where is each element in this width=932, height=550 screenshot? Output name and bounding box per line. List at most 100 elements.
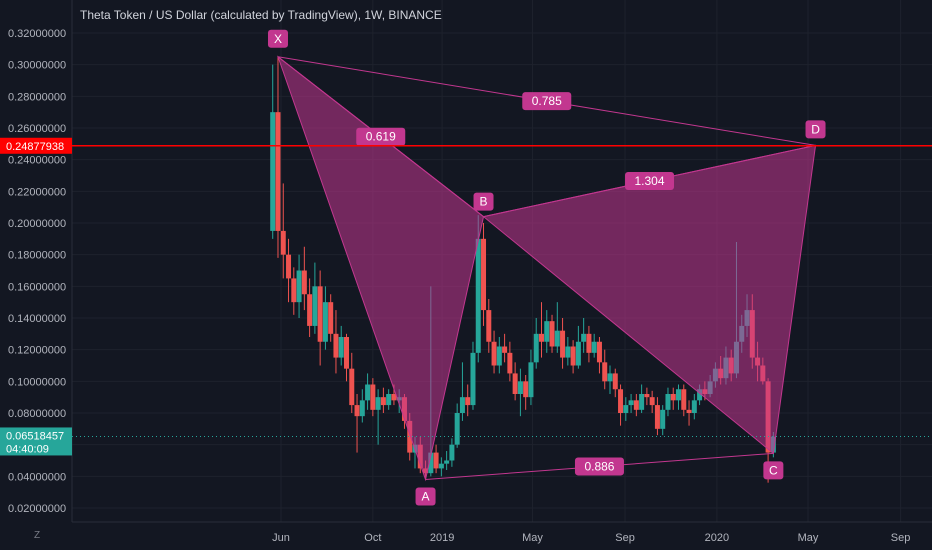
x-tick-label: Sep (891, 532, 911, 544)
candle (296, 254, 302, 318)
candle-body (322, 302, 328, 342)
candle (291, 267, 297, 315)
candle-body (623, 405, 629, 413)
candle-body (670, 394, 676, 401)
pattern-point-a: A (415, 487, 436, 506)
candle (591, 333, 597, 358)
candle-body (470, 352, 476, 406)
candle (491, 330, 497, 374)
candle (602, 349, 608, 390)
point-label-text: B (480, 195, 488, 209)
candle-body (581, 333, 587, 342)
candle (286, 238, 292, 303)
candle (544, 310, 550, 353)
current-price-badge (0, 427, 72, 456)
y-tick-label: 0.04000000 (8, 471, 66, 483)
candle (612, 368, 618, 398)
candle (280, 183, 286, 279)
candle (517, 368, 523, 417)
ratio-label-bg (522, 92, 572, 111)
candle (628, 394, 634, 413)
candle-body (296, 270, 302, 303)
x-tick-label: 2020 (705, 532, 729, 544)
candle (560, 318, 566, 369)
y-tick-label: 0.14000000 (8, 313, 66, 325)
candle-body (697, 389, 703, 401)
candle (649, 390, 655, 413)
horizontal-line-badge (0, 137, 72, 154)
y-tick-label: 0.08000000 (8, 408, 66, 420)
candle-body (586, 333, 592, 353)
candle-body (644, 394, 650, 398)
candle-body (607, 373, 613, 382)
candle (633, 394, 639, 417)
candle (660, 405, 666, 436)
point-label-bg (473, 192, 494, 211)
candle (322, 286, 328, 350)
candle (654, 397, 660, 436)
candle-body (665, 394, 671, 410)
x-tick-label: Jun (272, 532, 290, 544)
candle-body (486, 310, 492, 342)
candle (317, 270, 323, 366)
candle-body (660, 409, 666, 429)
candle (507, 341, 513, 382)
ratio-label-bg (356, 127, 406, 146)
candle-body (676, 389, 682, 401)
candle (676, 384, 682, 410)
candle-body (338, 337, 344, 358)
candle (270, 64, 276, 239)
timezone-icon[interactable]: Z (33, 530, 41, 541)
candle-body (459, 397, 465, 413)
candle-body (618, 389, 624, 413)
ratio-label-text: 0.886 (584, 459, 614, 473)
candle (596, 337, 602, 374)
point-label-bg (763, 461, 784, 480)
point-label-text: X (274, 32, 282, 46)
candle (459, 362, 465, 421)
candle-body (301, 270, 307, 295)
point-label-text: C (769, 463, 778, 477)
candle (465, 384, 471, 417)
candle-body (391, 394, 397, 401)
candle (444, 451, 450, 470)
candle (333, 310, 339, 374)
x-tick-label: 2019 (430, 532, 454, 544)
pattern-point-c: C (763, 461, 784, 480)
candle (644, 387, 650, 406)
candle (681, 384, 687, 417)
candle-body (407, 420, 413, 453)
point-label-text: A (422, 490, 430, 504)
candle (481, 223, 487, 326)
candle-body (449, 444, 455, 461)
candle-body (528, 362, 534, 398)
pattern-point-d: D (805, 120, 826, 139)
y-tick-label: 0.10000000 (8, 376, 66, 388)
ratio-label-text: 0.785 (532, 94, 562, 108)
candle-body (312, 286, 318, 326)
candle (354, 394, 360, 453)
pattern-point-x: X (267, 29, 288, 48)
bar-countdown-label: 04:40:09 (6, 443, 49, 455)
y-tick-label: 0.30000000 (8, 60, 66, 72)
candle (307, 278, 313, 337)
ratio-label: 0.886 (574, 457, 624, 476)
candle-body (359, 400, 365, 417)
candle-body (286, 254, 292, 279)
candle (365, 373, 371, 410)
ratio-label: 0.619 (356, 127, 406, 146)
candle-body (481, 238, 487, 311)
candle-body (349, 368, 355, 406)
point-label-bg (415, 487, 436, 506)
candle-body (307, 294, 313, 326)
candle (686, 400, 692, 426)
candle-body (544, 321, 550, 342)
candle-body (523, 381, 529, 398)
y-tick-label: 0.28000000 (8, 91, 66, 103)
pattern-triangle-xab (276, 55, 485, 482)
candle-body (612, 373, 618, 390)
candle-body (270, 112, 276, 231)
candle (528, 349, 534, 406)
candle-body (454, 413, 460, 445)
